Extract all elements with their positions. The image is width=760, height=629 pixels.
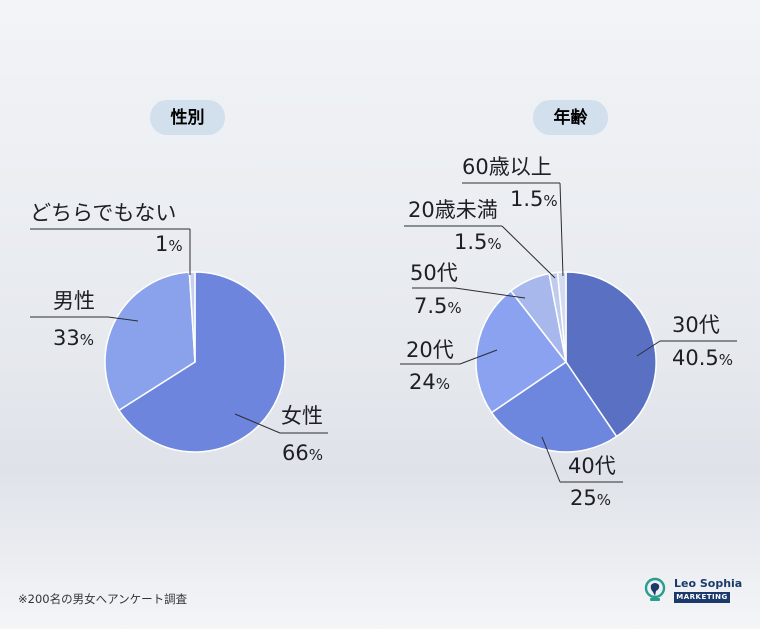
slice-value: 33% — [53, 326, 94, 350]
brand-name: Leo Sophia — [674, 577, 743, 590]
chart-title-pill: 年齢 — [533, 100, 608, 135]
slice-value: 66% — [282, 441, 323, 465]
leader-line — [107, 316, 139, 322]
slice-label: 20歳未満 1.5% — [404, 198, 556, 279]
leader-line — [234, 413, 281, 434]
survey-footnote: ※200名の男女へアンケート調査 — [18, 592, 188, 606]
slice-label: 60歳以上 1.5% — [462, 155, 564, 277]
leader-line — [459, 349, 498, 365]
slice-value: 1% — [155, 232, 183, 256]
slice-name: 女性 — [281, 404, 323, 428]
leader-line — [501, 225, 556, 279]
pie-slice — [104, 271, 196, 412]
leader-line — [454, 287, 526, 299]
slice-value: 40.5% — [672, 346, 733, 370]
pie-slice — [188, 271, 196, 363]
pie-slice — [556, 271, 567, 363]
chart-title: 年齢 — [554, 107, 589, 128]
lion-logo-icon — [644, 577, 666, 601]
slice-name: 20代 — [406, 338, 454, 362]
slice-label: どちらでもない 1% — [30, 201, 191, 275]
slice-value: 7.5% — [414, 294, 462, 318]
slice-name: 男性 — [53, 289, 95, 313]
slice-label: 女性 66% — [234, 404, 328, 465]
slice-name: 40代 — [568, 454, 616, 478]
pie-slice — [565, 271, 657, 438]
leader-line — [636, 340, 661, 357]
pie-slice — [475, 289, 568, 414]
title-pill-bg — [533, 100, 608, 135]
leader-line — [541, 436, 561, 483]
slice-value: 1.5% — [510, 187, 558, 211]
slice-name: 30代 — [672, 313, 720, 337]
slice-value: 25% — [570, 486, 611, 510]
slice-value: 1.5% — [454, 230, 502, 254]
slice-name: 50代 — [410, 261, 458, 285]
slice-name: 60歳以上 — [462, 155, 552, 179]
brand-logo: Leo Sophia MARKETING — [644, 577, 742, 607]
slice-name: どちらでもない — [30, 201, 176, 225]
brand-subtitle: MARKETING — [674, 592, 730, 603]
title-pill-bg — [150, 100, 225, 135]
slice-label: 男性 33% — [30, 289, 139, 350]
pie-slice — [490, 360, 618, 453]
slice-value: 24% — [409, 370, 450, 394]
leader-line — [559, 182, 564, 277]
pie-chart-2: 年齢30代40.5%40代25%20代24%50代7.5%20歳未満1.5%60… — [400, 100, 737, 510]
chart-title-pill: 性別 — [150, 100, 225, 135]
chart-title: 性別 — [171, 107, 205, 128]
pie-slice — [117, 271, 286, 453]
slice-label: 30代 40.5% — [636, 313, 737, 370]
slice-name: 20歳未満 — [408, 198, 498, 222]
slice-label: 50代 7.5% — [410, 261, 526, 318]
